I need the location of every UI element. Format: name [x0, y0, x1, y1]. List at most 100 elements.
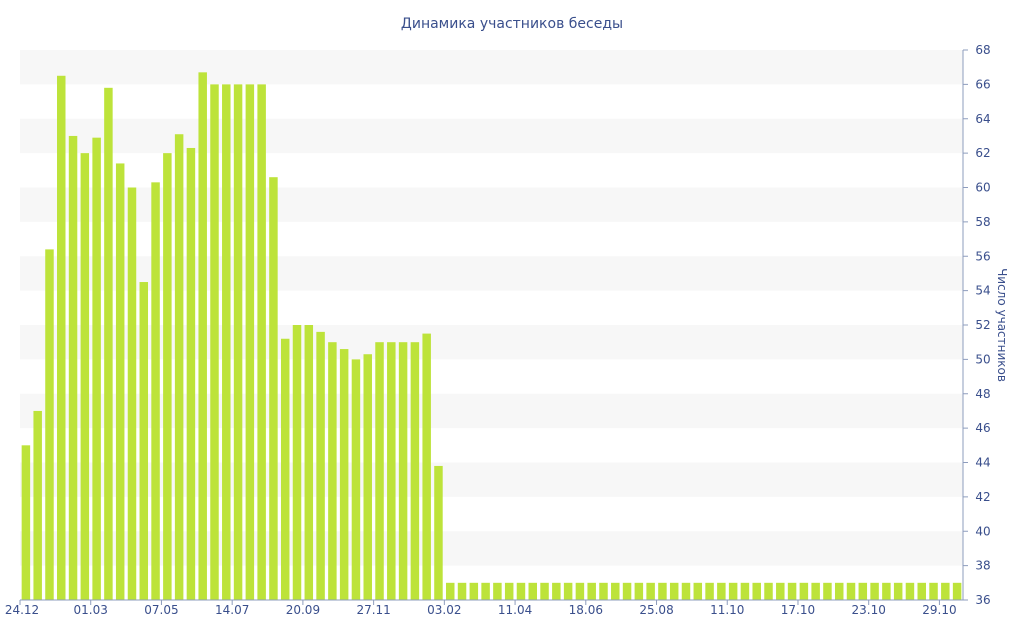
bar [587, 582, 596, 600]
x-axis-ticks: 24.12 01.03 07.05 14.07 20.09 27.11 03.02 11.04… [5, 600, 957, 617]
bar [516, 582, 526, 600]
bar [45, 249, 54, 601]
y-tick-label: 52 [975, 318, 990, 332]
bar [139, 282, 149, 600]
y-tick-label: 50 [975, 352, 990, 366]
bar [292, 325, 302, 600]
bar [658, 582, 667, 600]
bar [823, 582, 832, 600]
bar [469, 582, 479, 600]
grid-band [20, 462, 963, 497]
bar [705, 582, 714, 600]
bar [929, 582, 938, 600]
y-tick-label: 36 [975, 593, 990, 607]
y-tick-label: 58 [975, 215, 990, 229]
bar [434, 465, 443, 600]
bar [646, 582, 655, 600]
y-tick-label: 56 [975, 249, 990, 263]
y-axis-label: Число участников [995, 268, 1009, 382]
bar [339, 349, 349, 600]
y-tick-label: 38 [975, 559, 990, 573]
x-tick-label: 25.08 [639, 603, 673, 617]
bar [941, 582, 950, 600]
bar [92, 137, 101, 600]
bar [811, 582, 820, 600]
bar [528, 582, 537, 600]
bar [681, 582, 691, 600]
bar [222, 84, 231, 601]
bar [622, 582, 632, 600]
bar [328, 342, 337, 600]
bar [245, 84, 255, 601]
bar [764, 582, 773, 600]
bar [446, 582, 455, 600]
bar [740, 582, 750, 600]
bar [280, 338, 290, 600]
bar [599, 582, 608, 600]
y-tick-label: 44 [975, 456, 990, 470]
bar [575, 582, 585, 600]
bar [882, 582, 891, 600]
x-tick-label: 24.12 [5, 603, 39, 617]
bar [457, 582, 467, 600]
y-tick-label: 42 [975, 490, 990, 504]
bar [858, 582, 868, 600]
bar [304, 325, 314, 600]
bar [834, 582, 844, 600]
y-tick-label: 68 [975, 43, 990, 57]
bar [163, 153, 172, 601]
bar-series [21, 72, 962, 601]
bar [210, 84, 219, 601]
grid-band [20, 256, 963, 291]
bar [776, 582, 785, 600]
y-tick-label: 48 [975, 387, 990, 401]
y-tick-label: 64 [975, 112, 990, 126]
bar [728, 582, 738, 600]
bar [669, 582, 679, 600]
bar [563, 582, 573, 600]
x-tick-label: 11.10 [710, 603, 744, 617]
x-tick-label: 17.10 [781, 603, 815, 617]
x-tick-label: 03.02 [427, 603, 461, 617]
bar [917, 582, 926, 600]
y-tick-label: 66 [975, 77, 990, 91]
bar [799, 582, 809, 600]
bar [493, 582, 502, 600]
x-tick-label: 14.07 [215, 603, 249, 617]
bar [552, 582, 561, 600]
bar [174, 134, 184, 600]
x-tick-label: 18.06 [569, 603, 603, 617]
bar [127, 187, 137, 600]
grid-band [20, 118, 963, 154]
y-tick-label: 60 [975, 181, 990, 195]
y-axis-ticks: 36 38 40 42 44 46 48 50 52 54 56 58 60 62 64 66 68 [963, 43, 991, 607]
bar [634, 582, 644, 600]
bar [952, 582, 962, 600]
bar [375, 342, 384, 600]
x-tick-label: 20.09 [286, 603, 320, 617]
grid-band [20, 50, 963, 85]
bar [611, 582, 620, 600]
grid-band [20, 393, 963, 429]
bar [870, 582, 879, 600]
bar [846, 582, 856, 600]
bar [693, 582, 703, 600]
chart-title: Динамика участников беседы [401, 16, 623, 32]
grid-band [20, 531, 963, 566]
y-tick-label: 40 [975, 524, 990, 538]
bar [410, 342, 420, 600]
bar [269, 177, 278, 600]
bar [57, 75, 66, 600]
bar [21, 445, 31, 600]
y-tick-label: 54 [975, 284, 990, 298]
bar [787, 582, 797, 600]
bar [481, 582, 490, 600]
bar [363, 354, 372, 600]
bar [104, 87, 113, 600]
grid-band [20, 325, 963, 360]
grid-bands [20, 50, 963, 566]
y-tick-label: 62 [975, 146, 990, 160]
x-tick-label: 07.05 [144, 603, 178, 617]
x-tick-label: 23.10 [852, 603, 886, 617]
bar [504, 582, 514, 600]
